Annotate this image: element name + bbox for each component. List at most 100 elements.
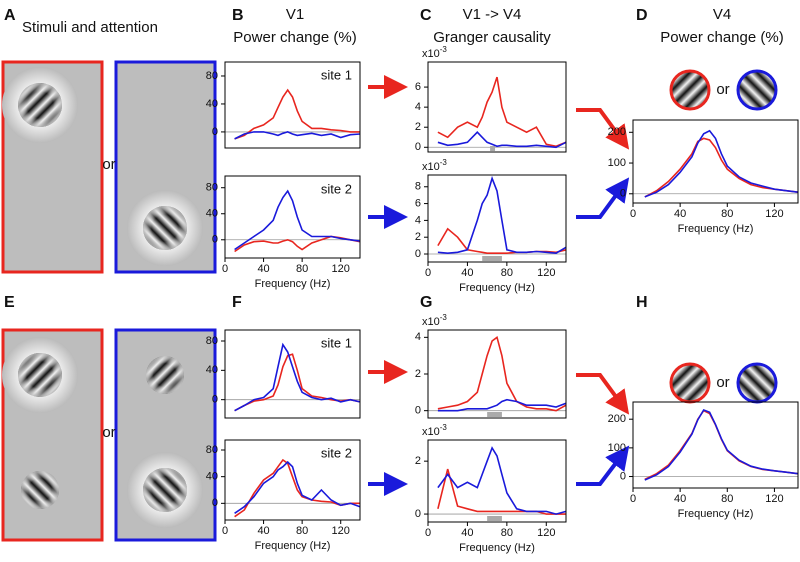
plot-frame bbox=[224, 329, 361, 419]
y-scale-exponent: -3 bbox=[440, 423, 448, 432]
y-scale-label: x10-3 bbox=[422, 158, 447, 173]
x-tick-label: 40 bbox=[674, 208, 686, 220]
x-tick-label: 40 bbox=[257, 263, 269, 275]
line-series bbox=[437, 175, 567, 255]
stimuli-title: Stimuli and attention bbox=[22, 19, 158, 36]
annotation: site 2 bbox=[321, 181, 352, 196]
y-tick-label: 2 bbox=[415, 121, 421, 133]
y-tick-label: 100 bbox=[608, 442, 626, 454]
y-tick-label: 0 bbox=[620, 188, 626, 200]
or-label: or bbox=[102, 424, 115, 441]
stimuli bbox=[1, 60, 778, 542]
y-scale-base: x10 bbox=[422, 426, 440, 438]
heading: Power change (%) bbox=[660, 29, 783, 46]
or-label: or bbox=[716, 374, 729, 391]
x-tick-label: 0 bbox=[222, 263, 228, 275]
x-axis-label: Frequency (Hz) bbox=[459, 282, 535, 294]
significance-band bbox=[490, 146, 496, 151]
panel-label: H bbox=[636, 294, 648, 311]
x-tick-label: 0 bbox=[425, 267, 431, 279]
x-tick-label: 0 bbox=[630, 208, 636, 220]
y-tick-label: 0 bbox=[212, 394, 218, 406]
x-tick-label: 120 bbox=[765, 208, 783, 220]
panel-label: D bbox=[636, 7, 648, 24]
heading: Granger causality bbox=[433, 29, 551, 46]
x-axis-label: Frequency (Hz) bbox=[459, 542, 535, 554]
or-label: or bbox=[102, 156, 115, 173]
x-tick-label: 40 bbox=[461, 267, 473, 279]
y-tick-label: 0 bbox=[415, 405, 421, 417]
x-tick-label: 40 bbox=[674, 493, 686, 505]
y-tick-label: 6 bbox=[415, 197, 421, 209]
x-tick-label: 120 bbox=[332, 263, 350, 275]
x-tick-label: 80 bbox=[296, 263, 308, 275]
y-tick-label: 0 bbox=[415, 248, 421, 260]
panel-label: A bbox=[4, 7, 16, 24]
x-tick-label: 0 bbox=[425, 527, 431, 539]
line-series bbox=[644, 137, 799, 198]
x-tick-label: 80 bbox=[296, 525, 308, 537]
y-tick-label: 4 bbox=[415, 101, 421, 113]
y-tick-label: 80 bbox=[206, 335, 218, 347]
line-series bbox=[437, 446, 567, 515]
line-series bbox=[437, 335, 567, 412]
y-tick-label: 0 bbox=[415, 508, 421, 520]
y-tick-label: 0 bbox=[415, 141, 421, 153]
heading: V4 bbox=[713, 6, 731, 23]
panel-label: B bbox=[232, 7, 244, 24]
x-tick-label: 120 bbox=[537, 527, 555, 539]
y-tick-label: 200 bbox=[608, 413, 626, 425]
annotation: site 2 bbox=[321, 445, 352, 460]
y-tick-label: 4 bbox=[415, 214, 421, 226]
panel-label: C bbox=[420, 7, 432, 24]
y-tick-label: 80 bbox=[206, 444, 218, 456]
y-tick-label: 0 bbox=[212, 126, 218, 138]
x-tick-label: 0 bbox=[630, 493, 636, 505]
line-series bbox=[234, 131, 361, 140]
significance-band bbox=[487, 412, 502, 417]
line-series bbox=[437, 76, 567, 148]
x-tick-label: 120 bbox=[765, 493, 783, 505]
significance-band bbox=[487, 516, 502, 521]
y-tick-label: 0 bbox=[212, 234, 218, 246]
line-series bbox=[437, 468, 566, 515]
plot-frame bbox=[632, 119, 799, 204]
line-series bbox=[234, 342, 361, 412]
y-tick-label: 40 bbox=[206, 98, 218, 110]
y-scale-exponent: -3 bbox=[440, 45, 448, 54]
plot-frame bbox=[224, 61, 361, 149]
x-tick-label: 80 bbox=[501, 267, 513, 279]
x-tick-label: 120 bbox=[537, 267, 555, 279]
y-tick-label: 2 bbox=[415, 231, 421, 243]
y-tick-label: 100 bbox=[608, 157, 626, 169]
x-tick-label: 120 bbox=[332, 525, 350, 537]
significance-band bbox=[482, 256, 502, 261]
y-scale-label: x10-3 bbox=[422, 423, 447, 438]
plot-frame bbox=[427, 329, 567, 419]
y-scale-label: x10-3 bbox=[422, 313, 447, 328]
y-tick-label: 80 bbox=[206, 182, 218, 194]
x-tick-label: 80 bbox=[501, 527, 513, 539]
y-scale-base: x10 bbox=[422, 316, 440, 328]
y-tick-label: 80 bbox=[206, 70, 218, 82]
y-tick-label: 40 bbox=[206, 208, 218, 220]
line-series bbox=[644, 409, 799, 481]
x-axis-label: Frequency (Hz) bbox=[678, 223, 754, 235]
y-tick-label: 0 bbox=[620, 470, 626, 482]
plot-frame bbox=[427, 174, 567, 263]
y-tick-label: 6 bbox=[415, 81, 421, 93]
line-series bbox=[437, 398, 567, 412]
y-tick-label: 2 bbox=[415, 368, 421, 380]
line-series bbox=[234, 88, 360, 140]
panel-label: G bbox=[420, 294, 432, 311]
x-tick-label: 80 bbox=[721, 208, 733, 220]
arrows bbox=[368, 75, 630, 496]
heading: Power change (%) bbox=[233, 29, 356, 46]
y-tick-label: 4 bbox=[415, 331, 421, 343]
line-series bbox=[437, 131, 567, 149]
y-tick-label: 40 bbox=[206, 471, 218, 483]
y-tick-label: 8 bbox=[415, 181, 421, 193]
y-scale-exponent: -3 bbox=[440, 158, 448, 167]
line-series bbox=[234, 460, 361, 514]
